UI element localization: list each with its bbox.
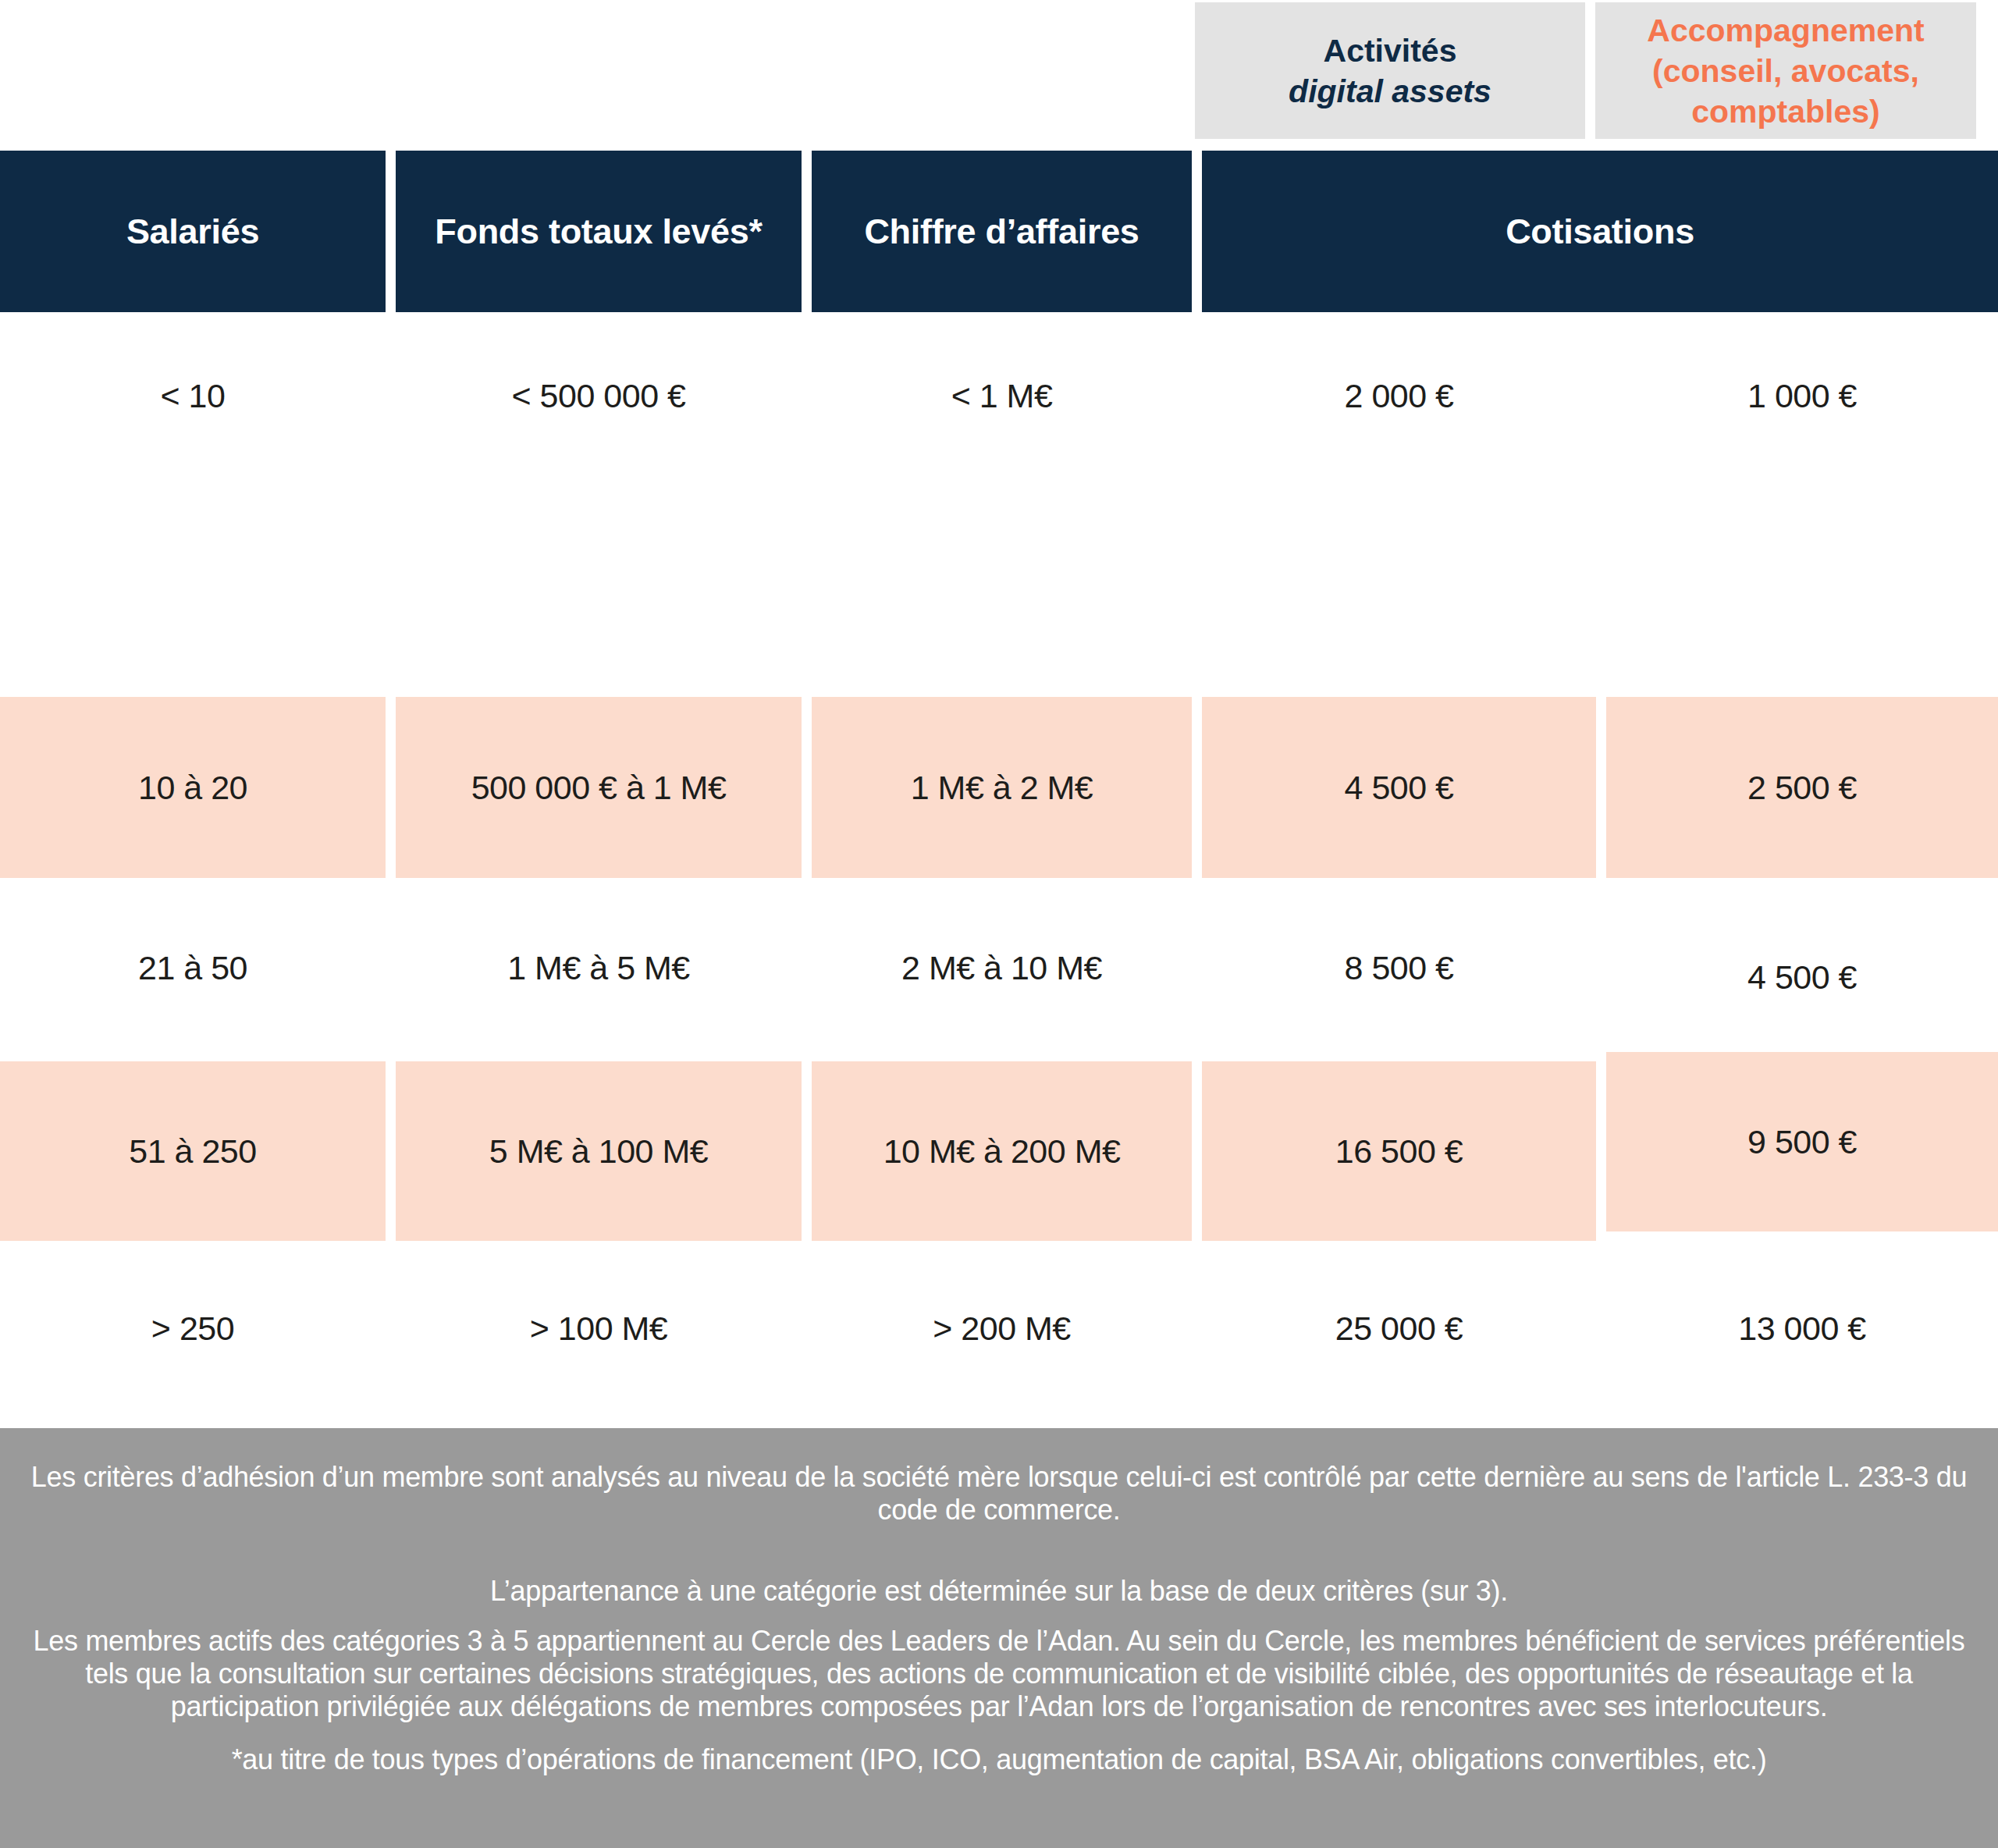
cell-cotisation-digital-assets: 2 000 € xyxy=(1202,312,1596,480)
footnote-financement-asterisk: *au titre de tous types d’opérations de … xyxy=(12,1743,1986,1776)
cell-cotisation-digital-assets: 25 000 € xyxy=(1202,1245,1596,1413)
cell-fonds-leves: 1 M€ à 5 M€ xyxy=(396,882,802,1054)
cell-chiffre-affaires: < 1 M€ xyxy=(812,312,1192,480)
cell-fonds-leves: 5 M€ à 100 M€ xyxy=(396,1061,802,1241)
cell-cotisation-digital-assets: 8 500 € xyxy=(1202,882,1596,1054)
cell-chiffre-affaires: 10 M€ à 200 M€ xyxy=(812,1061,1192,1241)
cell-salaries: 51 à 250 xyxy=(0,1061,386,1241)
footnote-cercle-des-leaders: Les membres actifs des catégories 3 à 5 … xyxy=(12,1625,1986,1723)
footnote-adhesion-criteria: Les critères d’adhésion d’un membre sont… xyxy=(12,1461,1986,1526)
cell-chiffre-affaires: > 200 M€ xyxy=(812,1245,1192,1413)
cell-salaries: < 10 xyxy=(0,312,386,480)
column-header-cotisations: Cotisations xyxy=(1202,151,1998,312)
table-row: 10 à 20 500 000 € à 1 M€ 1 M€ à 2 M€ 4 5… xyxy=(0,697,1998,878)
cell-fonds-leves: 500 000 € à 1 M€ xyxy=(396,697,802,878)
cell-fonds-leves: < 500 000 € xyxy=(396,312,802,480)
cell-cotisation-accompagnement: 4 500 € xyxy=(1606,891,1998,1063)
cell-fonds-leves: > 100 M€ xyxy=(396,1245,802,1413)
table-row: 51 à 250 5 M€ à 100 M€ 10 M€ à 200 M€ 16… xyxy=(0,1061,1998,1241)
cell-cotisation-digital-assets: 4 500 € xyxy=(1202,697,1596,878)
footnote-category-criteria: L’appartenance à une catégorie est déter… xyxy=(12,1575,1986,1608)
cell-cotisation-accompagnement: 9 500 € xyxy=(1606,1052,1998,1231)
cell-cotisation-accompagnement: 1 000 € xyxy=(1606,312,1998,480)
subheader-activites-line2: digital assets xyxy=(1289,71,1491,112)
table-row: < 10 < 500 000 € < 1 M€ 2 000 € 1 000 € xyxy=(0,312,1998,480)
footnotes: Les critères d’adhésion d’un membre sont… xyxy=(0,1428,1998,1848)
column-header-salaries: Salariés xyxy=(0,151,386,312)
subheader-accompagnement-label: Accompagnement (conseil, avocats, compta… xyxy=(1617,10,1954,132)
column-header-fonds-leves: Fonds totaux levés* xyxy=(396,151,802,312)
column-header-chiffre-affaires: Chiffre d’affaires xyxy=(812,151,1192,312)
membership-pricing-table: Activités digital assets Accompagnement … xyxy=(0,0,1998,1848)
table-row: > 250 > 100 M€ > 200 M€ 25 000 € 13 000 … xyxy=(0,1245,1998,1413)
cell-salaries: 21 à 50 xyxy=(0,882,386,1054)
cell-cotisation-accompagnement: 2 500 € xyxy=(1606,697,1998,878)
subheader-activites-digital-assets: Activités digital assets xyxy=(1195,2,1585,139)
subheader-activites-line1: Activités xyxy=(1324,30,1457,71)
cell-chiffre-affaires: 1 M€ à 2 M€ xyxy=(812,697,1192,878)
cell-salaries: 10 à 20 xyxy=(0,697,386,878)
cell-chiffre-affaires: 2 M€ à 10 M€ xyxy=(812,882,1192,1054)
cell-cotisation-digital-assets: 16 500 € xyxy=(1202,1061,1596,1241)
table-row: 21 à 50 1 M€ à 5 M€ 2 M€ à 10 M€ 8 500 €… xyxy=(0,882,1998,1054)
subheader-accompagnement: Accompagnement (conseil, avocats, compta… xyxy=(1595,2,1976,139)
cell-salaries: > 250 xyxy=(0,1245,386,1413)
cell-cotisation-accompagnement: 13 000 € xyxy=(1606,1245,1998,1413)
